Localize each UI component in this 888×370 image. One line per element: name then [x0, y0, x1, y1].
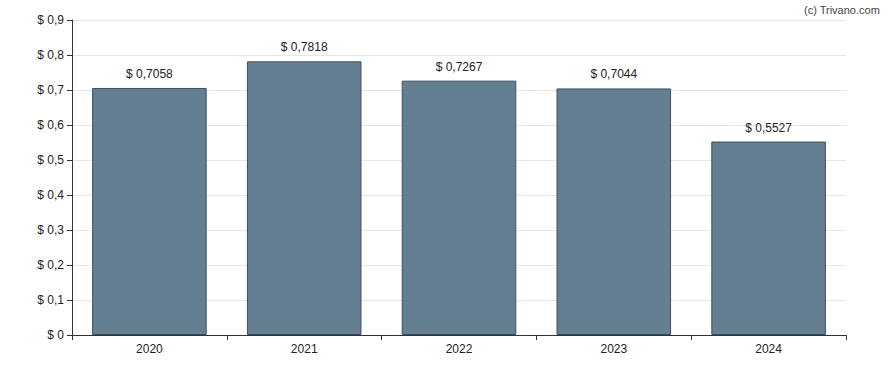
svg-text:(c) Trivano.com: (c) Trivano.com — [804, 4, 880, 16]
svg-text:$ 0,7818: $ 0,7818 — [281, 40, 328, 54]
svg-text:$ 0,8: $ 0,8 — [37, 48, 64, 62]
svg-text:$ 0,7058: $ 0,7058 — [126, 67, 173, 81]
svg-text:$ 0,5527: $ 0,5527 — [745, 121, 792, 135]
svg-text:$ 0,6: $ 0,6 — [37, 118, 64, 132]
svg-text:$ 0: $ 0 — [47, 328, 64, 342]
svg-text:2021: 2021 — [291, 342, 318, 356]
svg-text:$ 0,4: $ 0,4 — [37, 188, 64, 202]
svg-text:2023: 2023 — [600, 342, 627, 356]
svg-text:$ 0,7: $ 0,7 — [37, 83, 64, 97]
svg-text:$ 0,5: $ 0,5 — [37, 153, 64, 167]
svg-text:$ 0,9: $ 0,9 — [37, 13, 64, 27]
svg-text:$ 0,7267: $ 0,7267 — [436, 60, 483, 74]
svg-text:2024: 2024 — [755, 342, 782, 356]
svg-text:$ 0,1: $ 0,1 — [37, 293, 64, 307]
svg-text:2020: 2020 — [136, 342, 163, 356]
svg-text:$ 0,7044: $ 0,7044 — [590, 67, 637, 81]
svg-text:2022: 2022 — [446, 342, 473, 356]
svg-text:$ 0,2: $ 0,2 — [37, 258, 64, 272]
svg-text:$ 0,3: $ 0,3 — [37, 223, 64, 237]
